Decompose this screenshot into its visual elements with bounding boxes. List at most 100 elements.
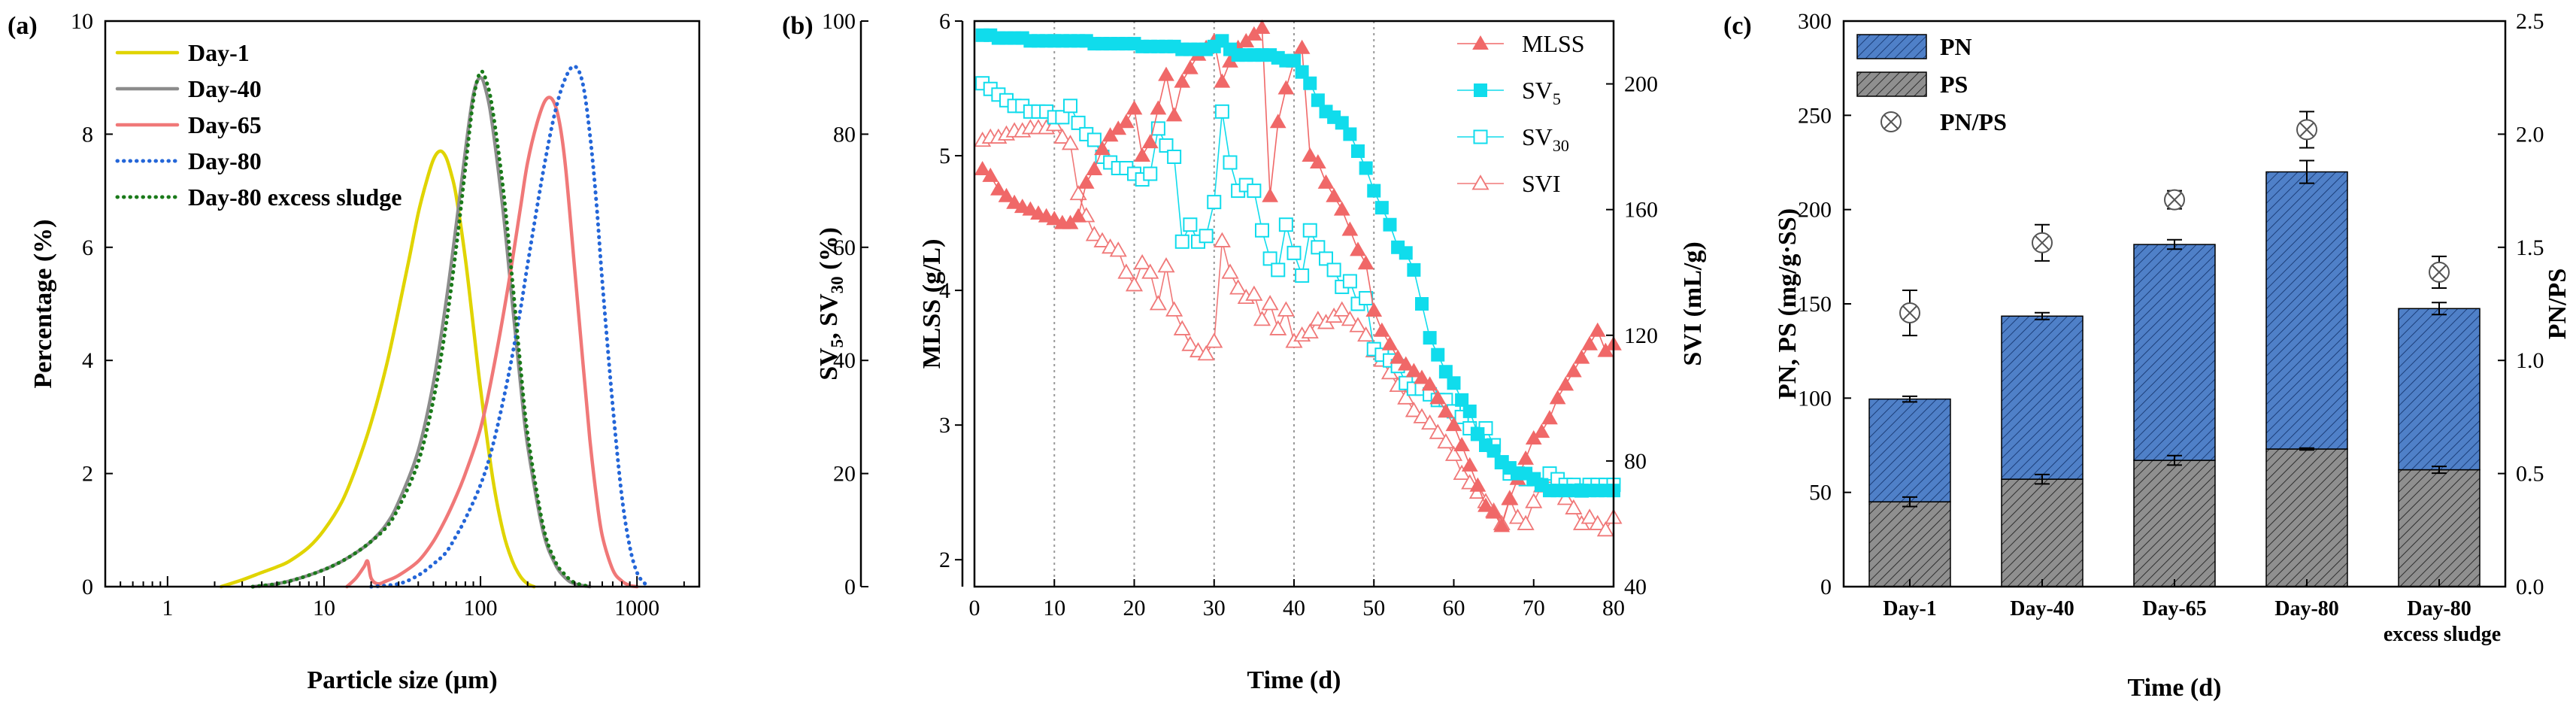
right-y-tick-label: 2.0 [2516, 122, 2544, 147]
point [1326, 262, 1341, 278]
legend-label: Day-80 excess sludge [188, 184, 402, 211]
legend-label-base: MLSS [1522, 30, 1585, 57]
bar-group [2133, 189, 2216, 587]
point [1069, 184, 1087, 201]
sv-ylabel-sub30: 30 [828, 276, 847, 293]
point [1269, 320, 1287, 335]
point [1438, 403, 1454, 418]
outer-y-tick-label: 100 [822, 9, 856, 34]
point [1077, 174, 1095, 189]
bar-group [2265, 111, 2348, 587]
point [1245, 285, 1263, 301]
pn-bar [2265, 171, 2348, 450]
point [1262, 187, 1278, 202]
pn-bar [1868, 398, 1951, 502]
point [1469, 477, 1487, 492]
psd-curve-0 [219, 149, 536, 589]
point [1397, 389, 1415, 405]
point [1447, 376, 1461, 390]
point [1253, 19, 1271, 34]
point [1549, 390, 1566, 405]
right-y-tick-label: 1.0 [2516, 348, 2544, 373]
right-y-tick-label: 160 [1624, 198, 1658, 223]
point [1596, 520, 1614, 537]
point [1415, 297, 1429, 311]
outer-y-tick-label: 20 [833, 462, 856, 487]
ps-bar [2265, 448, 2348, 587]
legend-label: PN [1940, 33, 1972, 60]
point [1374, 201, 1389, 215]
panel-a-frame [104, 20, 701, 588]
point [1429, 423, 1447, 439]
point [1086, 132, 1102, 147]
point [1262, 251, 1277, 266]
legend-label: Day-65 [188, 111, 262, 138]
point [1365, 302, 1383, 317]
left-y-tick-label: 300 [1798, 9, 1832, 34]
legend-label: PN/PS [1940, 108, 2007, 135]
series-sv5 [975, 28, 1620, 498]
right-y-tick-label: 0.5 [2516, 462, 2544, 487]
panel-c-ylabel-left: PN, PS (mg/g·SS) [1774, 208, 1802, 399]
point [1423, 331, 1437, 345]
point [1165, 107, 1183, 122]
point [1214, 104, 1229, 119]
point [1580, 508, 1599, 524]
sv-ylabel-unit: (%) [815, 227, 843, 276]
point [1589, 514, 1607, 530]
point [1351, 144, 1365, 158]
legend-label: Day-40 [188, 75, 262, 102]
point [1525, 493, 1543, 508]
left-y-tick-label: 50 [1809, 481, 1832, 505]
point [1437, 433, 1455, 449]
point [1197, 345, 1215, 361]
x-tick-label: 100 [464, 596, 498, 620]
point [1310, 153, 1326, 168]
point [1333, 201, 1350, 216]
x-tick-label: 60 [1443, 596, 1465, 620]
left-y-tick-label: 150 [1798, 292, 1832, 317]
point [1429, 390, 1447, 405]
point [1085, 226, 1103, 241]
point [1565, 499, 1583, 514]
point [1311, 93, 1325, 108]
point [1046, 211, 1063, 226]
outer-y-tick-label: 0 [844, 575, 856, 599]
ps-bar [1868, 501, 1951, 587]
panel-c-ticks: Day-1 Day-40 Day-65 Day-80 Day-80 excess slud… [1798, 9, 2544, 646]
point [1350, 241, 1366, 256]
point [1223, 155, 1238, 170]
panel-c: (c) Day-1 Day-40 Day-65 Day-80 Day-80 excess … [1723, 9, 2571, 702]
point [1407, 262, 1421, 277]
point [1255, 223, 1269, 238]
point [1181, 335, 1199, 351]
point [1453, 464, 1471, 480]
point [1278, 217, 1293, 232]
point [1174, 234, 1190, 249]
panel-c-legend: PN PS PN/PS [1856, 33, 2007, 135]
point [1341, 221, 1359, 236]
x-tick-label: Day-80 [2274, 597, 2339, 620]
point [1165, 301, 1183, 317]
point [1405, 363, 1423, 378]
point [1302, 223, 1317, 238]
legend-swatch [1856, 71, 1927, 97]
panel-b-xlabel: Time (d) [1247, 666, 1341, 694]
outer-y-tick-label: 60 [833, 235, 856, 260]
point [1565, 363, 1582, 378]
point [1141, 134, 1159, 149]
legend-label: PS [1940, 71, 1968, 98]
outer-y-tick-label: 40 [833, 348, 856, 373]
point [1405, 402, 1423, 417]
panel-c-bars [1868, 111, 2481, 587]
right-y-tick-label: 2.5 [2516, 9, 2544, 34]
x-tick-label: 1000 [614, 596, 659, 620]
point [1399, 246, 1413, 260]
ratio-marker-x [2432, 265, 2447, 280]
point [1367, 184, 1381, 198]
panel-b-ylabel-mid: MLSS (g/L) [918, 239, 946, 369]
point [1581, 335, 1598, 350]
point [1589, 322, 1606, 337]
point [1502, 490, 1518, 505]
point [1183, 217, 1198, 232]
